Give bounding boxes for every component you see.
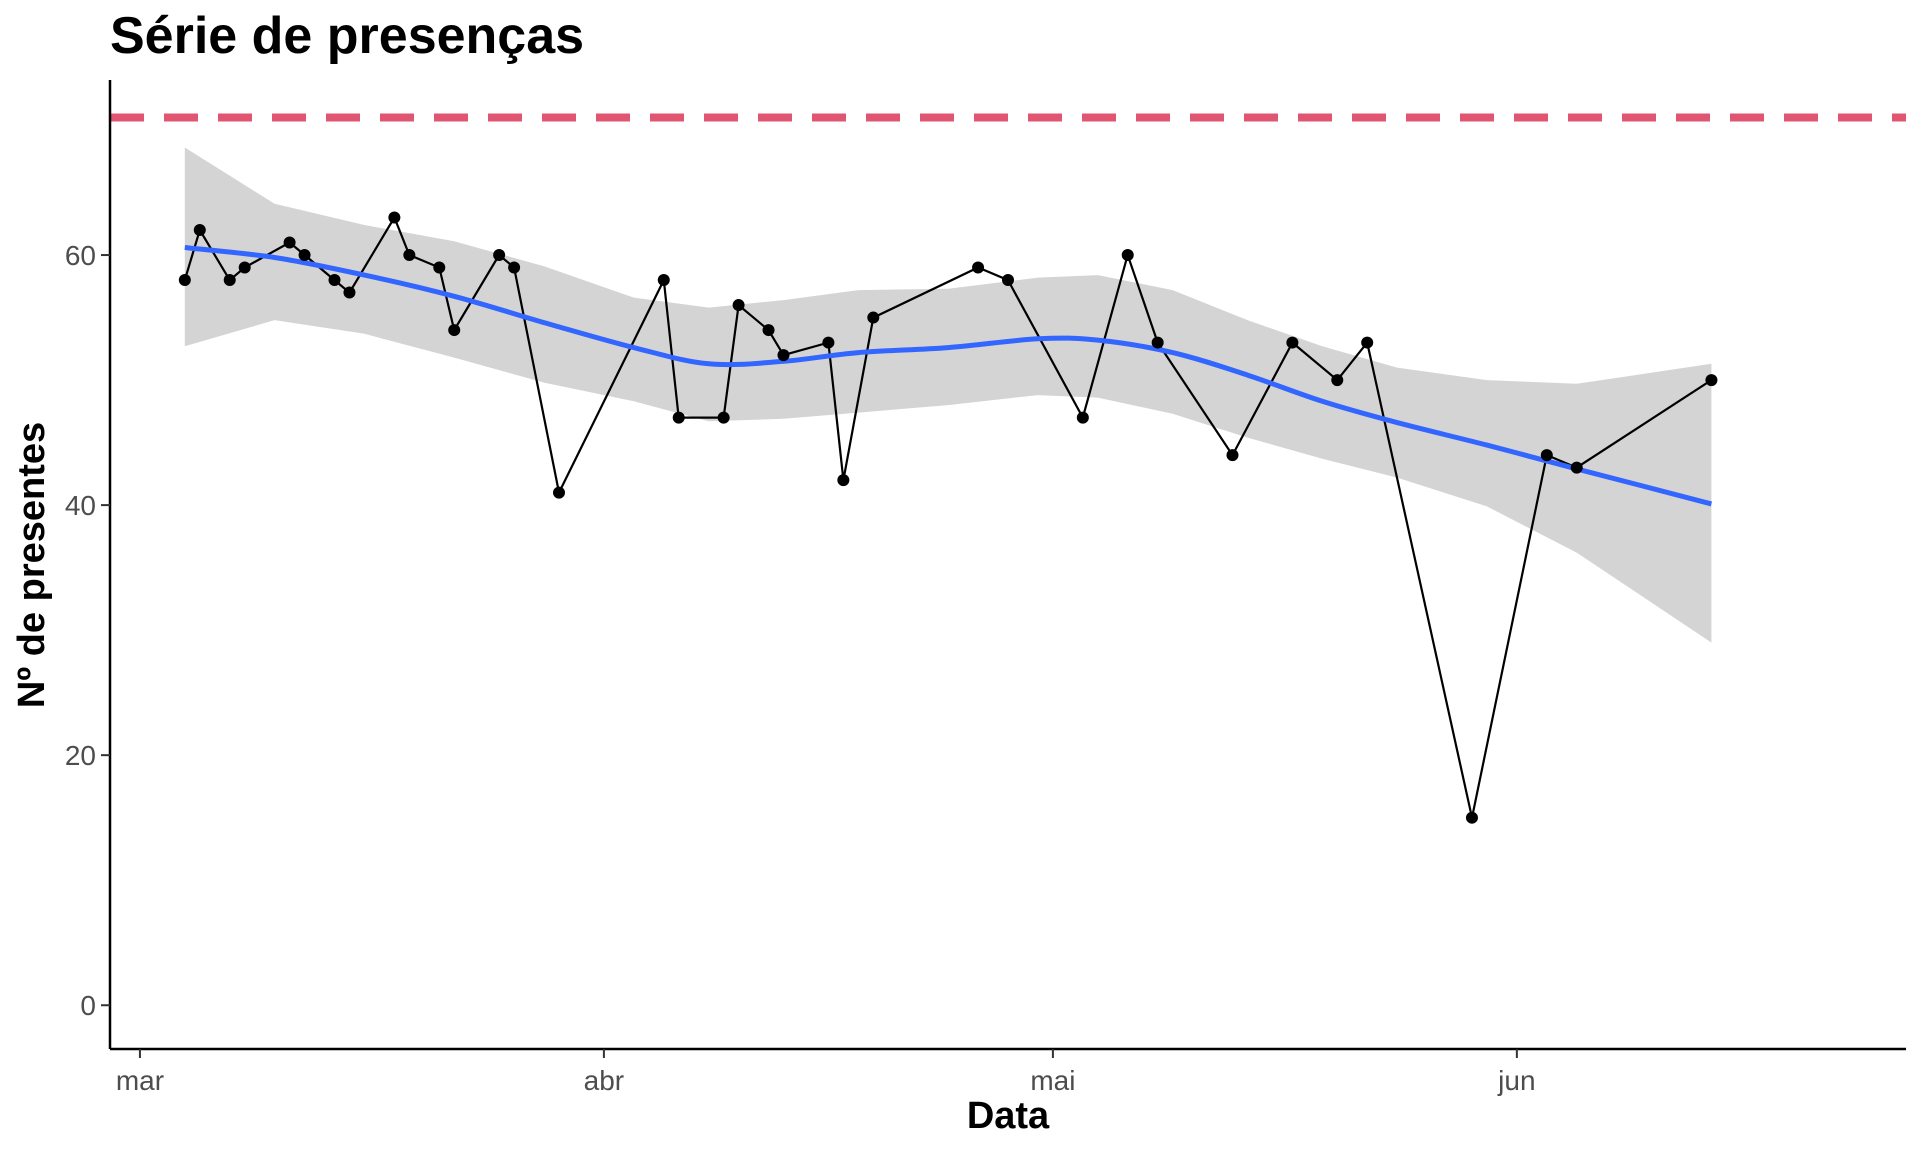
- data-point: [1076, 411, 1089, 424]
- trend-line-layer: [184, 245, 1713, 507]
- trend-line: [184, 245, 1713, 507]
- y-tick-label: 20: [65, 740, 96, 771]
- y-tick-label: 60: [65, 240, 96, 271]
- data-point: [283, 236, 296, 249]
- data-point: [777, 349, 790, 362]
- data-point: [837, 474, 850, 487]
- data-point: [867, 311, 880, 324]
- data-point: [178, 274, 191, 287]
- x-tick-label: mai: [1030, 1065, 1075, 1096]
- data-point: [298, 249, 311, 262]
- data-point: [1226, 449, 1239, 462]
- data-point: [328, 274, 341, 287]
- data-point: [238, 261, 251, 274]
- y-tick-label: 0: [80, 990, 96, 1021]
- data-point: [717, 411, 730, 424]
- y-axis-title: Nº de presentes: [11, 422, 53, 708]
- data-point: [403, 249, 416, 262]
- ticks-layer: 0 20 40 60 mar abr mai jun: [65, 240, 1536, 1096]
- data-point: [1331, 374, 1344, 387]
- data-point: [433, 261, 446, 274]
- data-point: [343, 286, 356, 299]
- y-tick-label: 40: [65, 490, 96, 521]
- data-point: [193, 224, 206, 237]
- data-point: [223, 274, 236, 287]
- chart-title: Série de presenças: [110, 7, 584, 65]
- data-point: [553, 486, 565, 499]
- data-point: [822, 336, 835, 349]
- data-point: [1361, 336, 1374, 349]
- data-point: [762, 324, 775, 337]
- x-tick-label: jun: [1497, 1065, 1535, 1096]
- data-point: [657, 274, 670, 287]
- data-point: [448, 324, 461, 337]
- x-tick-label: mar: [116, 1065, 164, 1096]
- data-point: [1286, 336, 1299, 349]
- data-point: [1540, 449, 1553, 462]
- data-point: [493, 249, 506, 262]
- data-point: [732, 299, 745, 312]
- confidence-band-layer: [184, 147, 1712, 643]
- data-point: [1151, 336, 1164, 349]
- data-point: [1002, 274, 1014, 287]
- data-point: [508, 261, 521, 274]
- data-point: [1121, 249, 1134, 262]
- data-point: [672, 411, 685, 424]
- data-point: [1465, 811, 1478, 824]
- data-point: [1570, 461, 1583, 474]
- confidence-band: [184, 147, 1712, 643]
- axes-layer: [108, 80, 1906, 1051]
- data-point: [972, 261, 985, 274]
- data-points-layer: [178, 211, 1718, 824]
- x-tick-label: abr: [584, 1065, 624, 1096]
- x-axis-title: Data: [967, 1095, 1050, 1137]
- data-point: [388, 211, 401, 224]
- data-point: [1705, 374, 1718, 387]
